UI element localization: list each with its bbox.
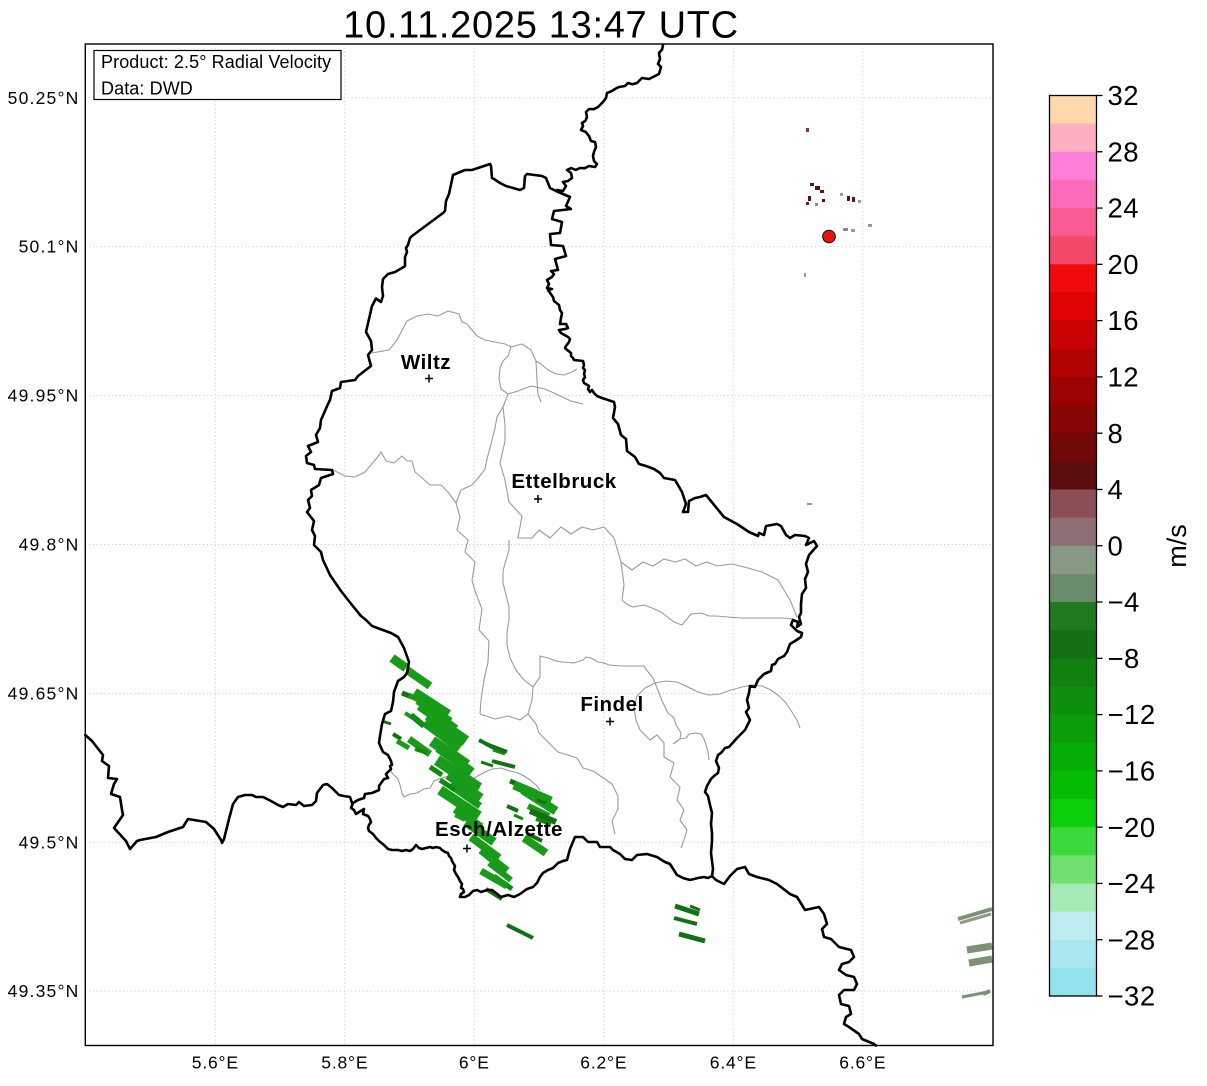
svg-text:5.6°E: 5.6°E xyxy=(192,1053,239,1073)
svg-text:6.6°E: 6.6°E xyxy=(839,1053,886,1073)
svg-text:Esch/Alzette: Esch/Alzette xyxy=(435,818,563,841)
svg-text:49.35°N: 49.35°N xyxy=(8,981,80,1001)
svg-text:28: 28 xyxy=(1108,136,1140,167)
svg-text:16: 16 xyxy=(1108,305,1140,336)
svg-text:49.8°N: 49.8°N xyxy=(19,535,80,555)
svg-text:8: 8 xyxy=(1108,418,1124,449)
svg-text:5.8°E: 5.8°E xyxy=(321,1053,368,1073)
svg-text:−20: −20 xyxy=(1108,812,1156,843)
svg-text:50.1°N: 50.1°N xyxy=(19,237,80,257)
svg-text:−32: −32 xyxy=(1108,981,1156,1012)
svg-text:0: 0 xyxy=(1108,530,1124,561)
svg-text:Data: DWD: Data: DWD xyxy=(101,79,193,99)
svg-text:20: 20 xyxy=(1108,249,1140,280)
svg-text:−24: −24 xyxy=(1108,868,1156,899)
svg-text:−28: −28 xyxy=(1108,924,1156,955)
svg-text:Findel: Findel xyxy=(580,693,643,716)
svg-text:Ettelbruck: Ettelbruck xyxy=(511,470,616,493)
svg-text:−12: −12 xyxy=(1108,699,1156,730)
svg-text:Product: 2.5° Radial Velocity: Product: 2.5° Radial Velocity xyxy=(101,52,331,72)
svg-text:49.95°N: 49.95°N xyxy=(8,386,80,406)
svg-text:6.2°E: 6.2°E xyxy=(580,1053,627,1073)
svg-text:49.65°N: 49.65°N xyxy=(8,683,80,703)
svg-text:−4: −4 xyxy=(1108,587,1140,618)
svg-text:−8: −8 xyxy=(1108,643,1140,674)
svg-text:10.11.2025 13:47 UTC: 10.11.2025 13:47 UTC xyxy=(343,5,739,47)
svg-text:m/s: m/s xyxy=(1162,524,1192,568)
svg-text:50.25°N: 50.25°N xyxy=(8,88,80,108)
svg-text:6.4°E: 6.4°E xyxy=(710,1053,757,1073)
svg-text:−16: −16 xyxy=(1108,755,1156,786)
svg-text:4: 4 xyxy=(1108,474,1124,505)
svg-text:6°E: 6°E xyxy=(459,1053,490,1073)
svg-text:12: 12 xyxy=(1108,362,1140,393)
svg-text:24: 24 xyxy=(1108,193,1140,224)
svg-text:Wiltz: Wiltz xyxy=(401,351,451,374)
svg-text:49.5°N: 49.5°N xyxy=(19,832,80,852)
svg-text:32: 32 xyxy=(1108,80,1140,111)
